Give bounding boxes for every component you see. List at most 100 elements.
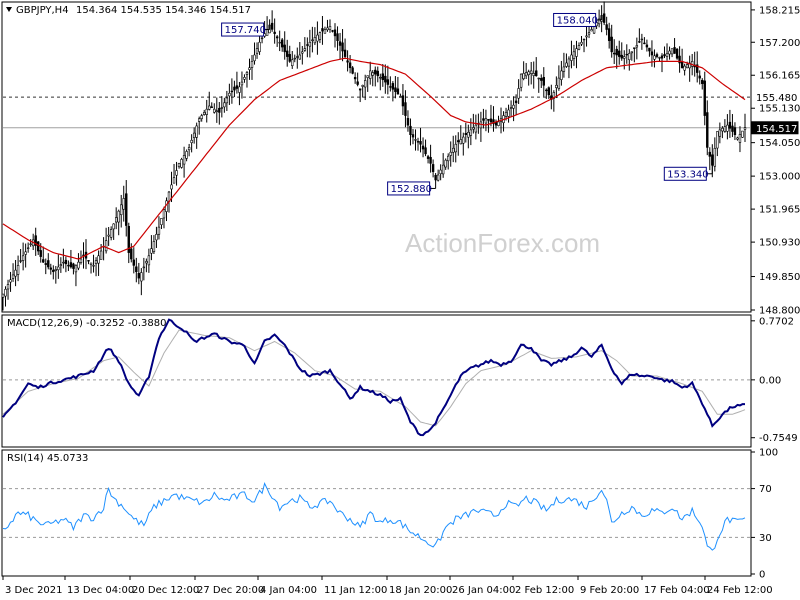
candle-body [258,41,261,52]
candle-body [215,110,218,113]
candle-body [253,54,256,62]
candle-body [741,130,744,138]
time-tick-label: 11 Jan 12:00 [324,585,387,596]
candle-body [356,81,359,85]
candle-body [439,169,442,175]
candle-body [469,129,473,136]
chart-header: GBPJPY,H4 154.364 154.535 154.346 154.51… [6,5,251,16]
annotation-label: 157.740 [225,25,266,36]
price-tick-label: 149.850 [759,272,800,283]
candle-body [42,259,45,263]
candle-body [316,34,319,42]
candle-body [522,73,525,79]
candle-body [482,118,485,121]
candle-body [160,218,163,226]
annotation-box [553,12,597,27]
candle-body [313,37,317,44]
candle-body [190,139,193,144]
candle-body [142,266,146,269]
candle-body [409,125,412,135]
candle-body [155,233,158,241]
candle-body [301,51,304,54]
candle-body [336,33,339,41]
candle-body [507,109,510,117]
candle-body [245,72,249,75]
candle-body [585,35,588,38]
candle-body [59,264,63,266]
candle-body [34,235,37,246]
candle-body [24,251,27,255]
candle-body [537,77,540,80]
candle-body [484,118,488,124]
candle-body [333,29,337,37]
candle-body [416,141,420,143]
candle-body [653,55,656,60]
macd-title: MACD(12,26,9) -0.3252 -0.3880 [7,318,167,329]
candle-body [494,122,498,126]
candle-body [122,198,125,210]
candle-body [673,47,676,54]
candle-body [716,131,719,149]
candle-body [371,72,374,76]
candle-body [670,48,674,55]
candle-body [572,51,576,59]
candle-body [406,118,410,126]
candle-body [69,262,73,268]
candle-body [283,44,286,53]
candle-body [4,288,7,297]
candle-body [6,284,10,290]
candle-body [635,45,639,48]
candle-body [328,26,332,30]
candle-body [132,259,135,266]
candle-body [630,51,634,54]
candle-body [107,234,110,237]
candle-body [14,269,17,277]
candle-body [660,55,664,59]
price-tick-label: 155.130 [759,104,800,115]
candle-body [701,79,704,84]
candle-body [648,47,651,52]
candle-body [655,54,659,57]
candle-body [384,75,387,83]
candle-body [44,263,47,265]
candle-body [175,170,178,176]
candle-body [726,124,729,132]
candle-body [79,258,83,263]
candle-body [434,174,437,181]
candle-body [152,241,156,252]
price-grid-lines [3,96,750,129]
time-tick-label: 20 Dec 12:00 [132,585,199,596]
price-tick-label: 158.215 [759,5,800,16]
candle-body [547,87,551,96]
candle-body [504,112,508,117]
candle-body [16,265,20,275]
candle-body [565,62,568,67]
candle-body [457,140,460,143]
candle-body [363,80,367,88]
candle-body [26,247,30,249]
candle-body [233,86,236,91]
candle-body [441,164,445,175]
candle-body [230,90,234,93]
rsi-title: RSI(14) 45.0733 [7,453,88,464]
candle-body [685,64,689,69]
candle-body [127,226,130,253]
candle-body [11,274,15,279]
candle-body [218,107,221,113]
candle-body [89,262,93,265]
macd-tick-label: 0.7702 [759,316,794,327]
annotation-label: 153.340 [667,169,708,180]
candle-body [560,70,563,80]
rsi-main-line [2,482,746,551]
candle-body [459,139,462,145]
candle-body [721,128,724,132]
candle-body [39,250,42,257]
candle-body [431,164,435,172]
annotation-label: 158.040 [557,15,598,26]
candle-body [200,115,203,119]
candle-body [99,250,103,260]
candle-body [172,177,176,184]
candle-body [592,25,596,34]
